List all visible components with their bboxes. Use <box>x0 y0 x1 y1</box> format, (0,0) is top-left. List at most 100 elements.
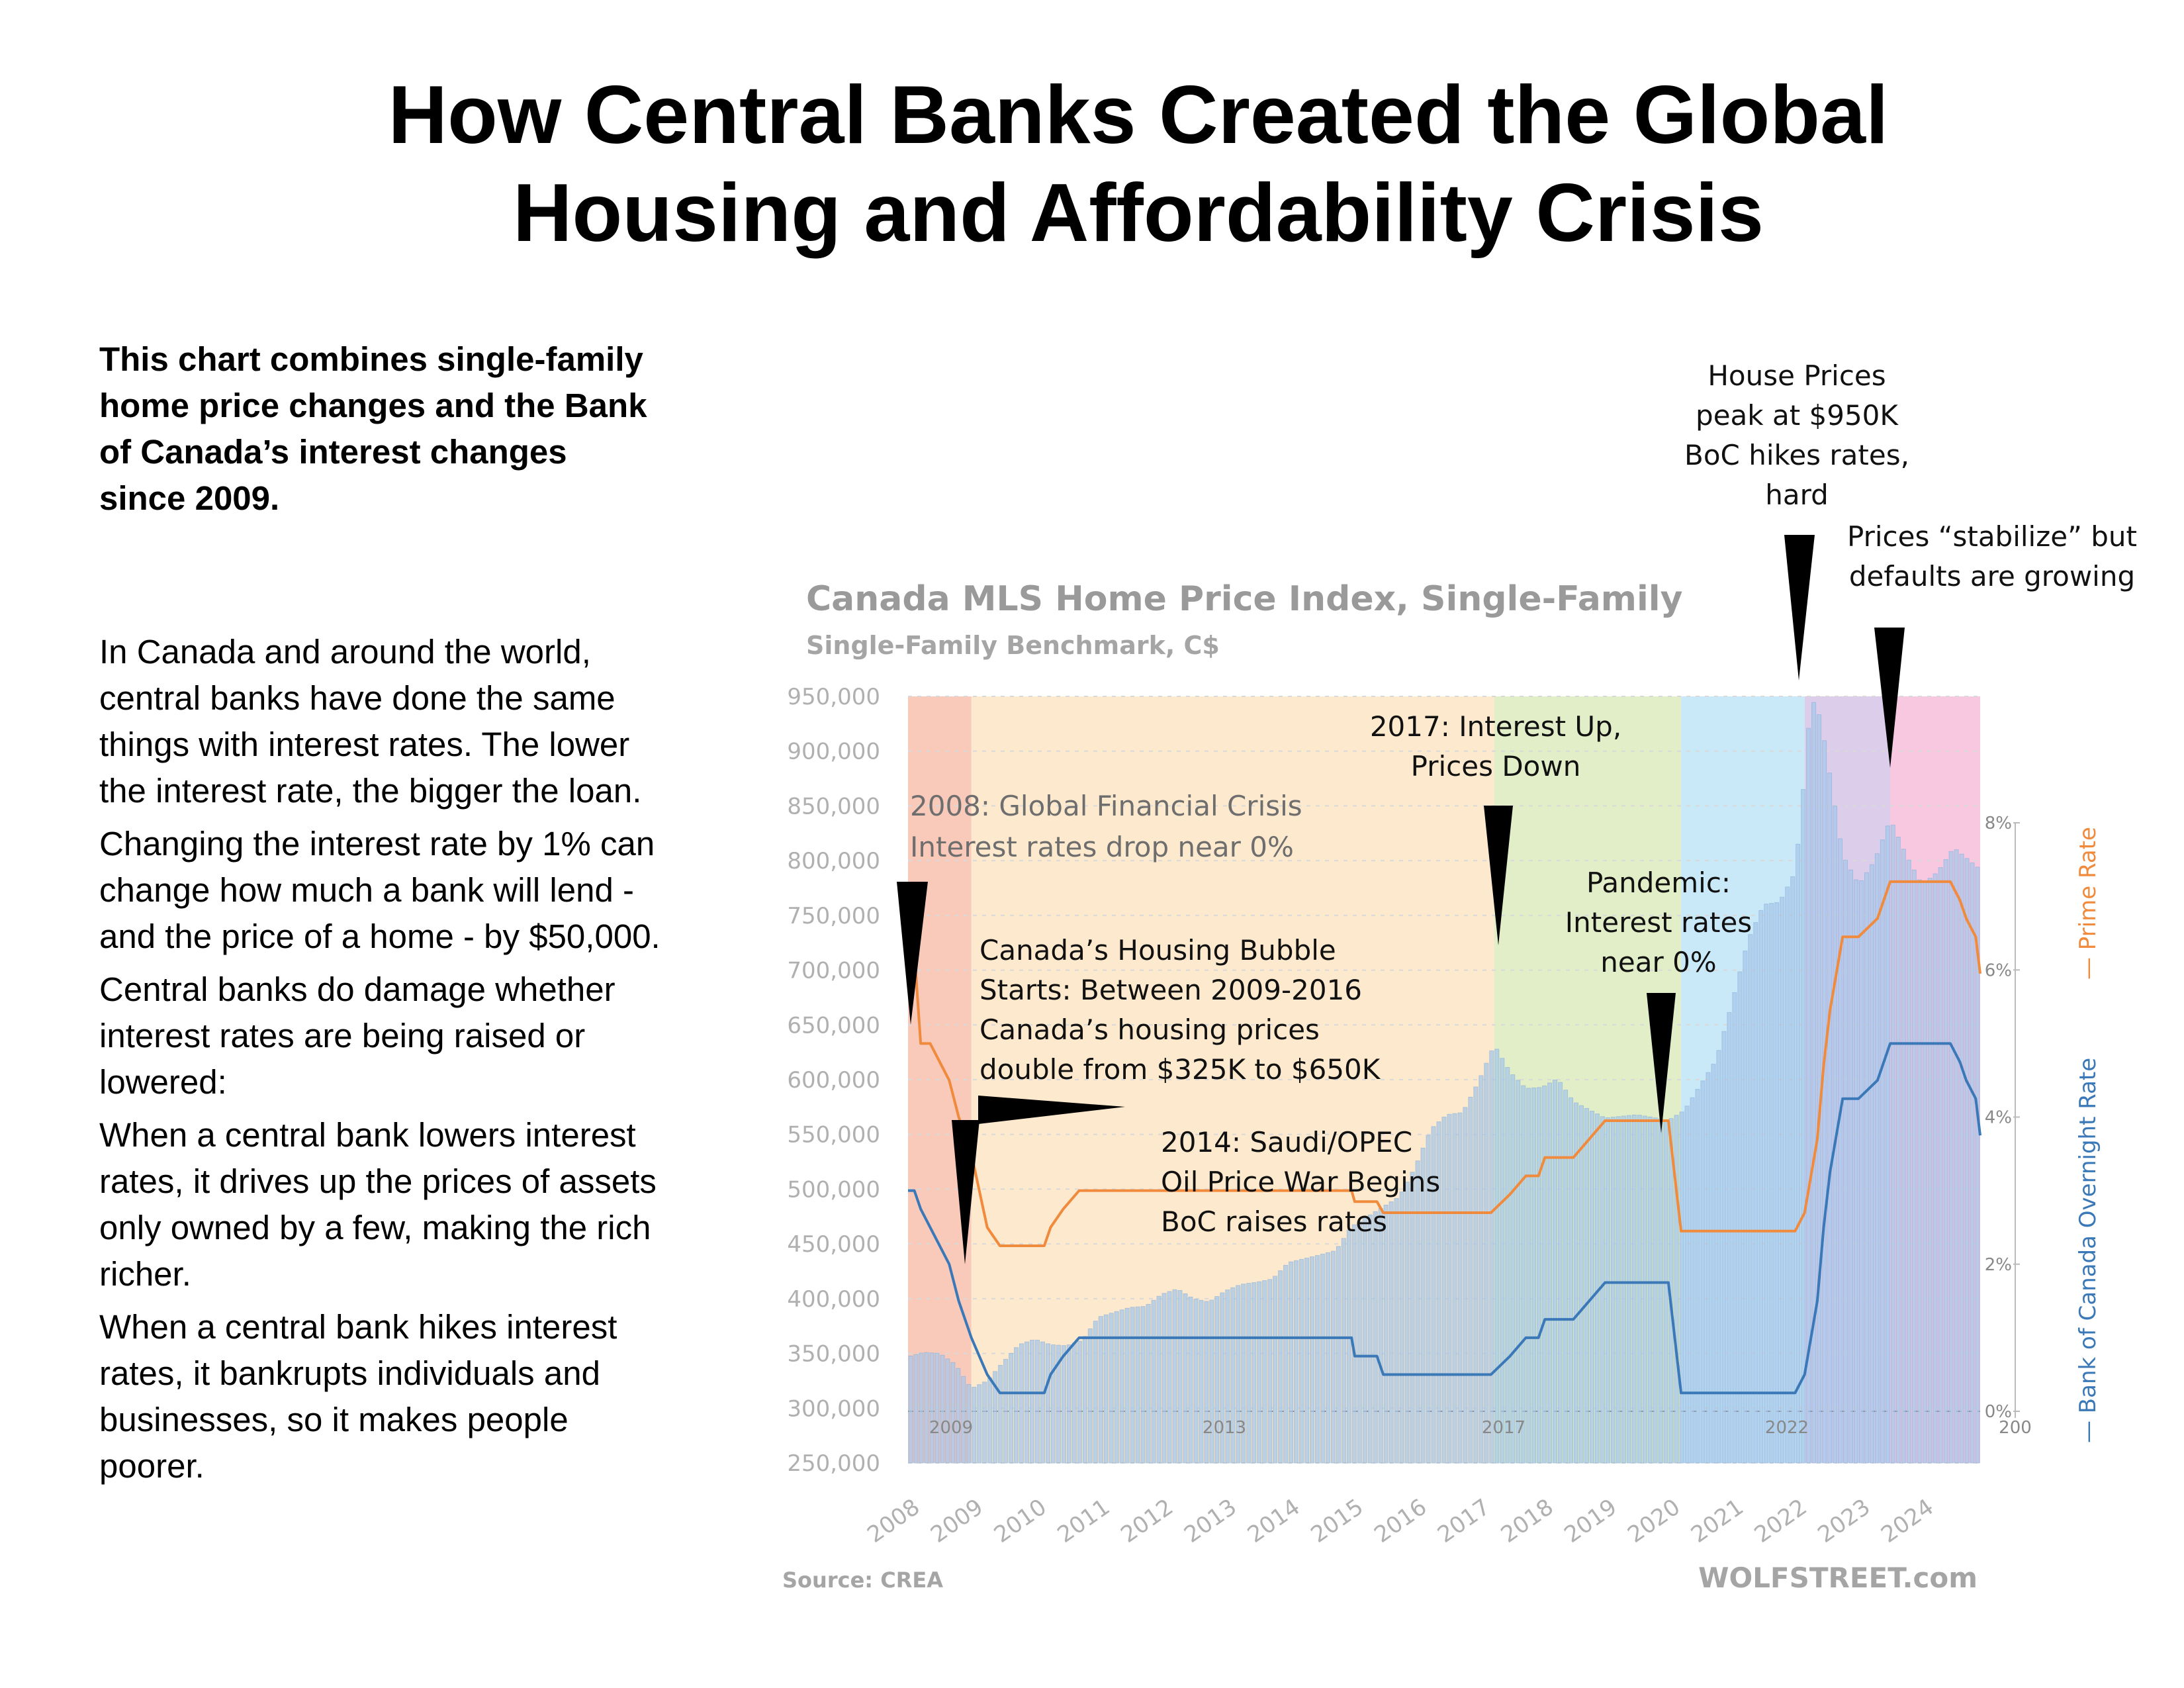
price-bar <box>1890 824 1895 1464</box>
x-tick-label: 2013 <box>1179 1494 1242 1548</box>
price-bar <box>1003 1358 1009 1464</box>
price-bar <box>1737 971 1743 1464</box>
price-bar <box>1658 1118 1663 1464</box>
chart-title: Canada MLS Home Price Index, Single-Fami… <box>806 579 1683 619</box>
price-bar <box>1426 1135 1431 1464</box>
price-bar <box>1357 1221 1362 1464</box>
x-tick-label: 2015 <box>1306 1494 1369 1548</box>
annotation-bubble-line: Starts: Between 2009-2016 <box>979 974 1362 1006</box>
price-bar <box>1410 1172 1415 1464</box>
overnight-rate-line <box>908 1042 1981 1395</box>
price-bar <box>1642 1115 1647 1464</box>
price-bar <box>1172 1289 1177 1464</box>
paragraph: When a central bank lowers interest rate… <box>99 1116 657 1293</box>
paragraph: Changing the interest rate by 1% can cha… <box>99 825 660 955</box>
price-bar <box>1621 1115 1626 1464</box>
price-bar <box>1140 1306 1146 1464</box>
price-bar <box>1780 896 1785 1464</box>
price-bar <box>1600 1116 1605 1464</box>
price-bar <box>1569 1097 1574 1464</box>
price-bar <box>1167 1291 1172 1464</box>
price-bar <box>1383 1204 1388 1464</box>
price-bar <box>1394 1197 1399 1464</box>
price-bar <box>1071 1342 1077 1464</box>
price-bar <box>1388 1201 1394 1464</box>
x-tick-label: 2012 <box>1116 1494 1178 1548</box>
price-bar <box>1743 951 1748 1464</box>
x-tick-label: 2014 <box>1243 1494 1305 1548</box>
price-bar <box>1853 879 1858 1464</box>
annotation-bubble: Canada’s Housing Bubble Starts: Between 2… <box>979 934 1381 1086</box>
pointer-pandemic <box>1647 993 1676 1133</box>
price-bar <box>1542 1085 1547 1464</box>
price-bar <box>1843 859 1848 1464</box>
y-tick-label: 900,000 <box>787 739 880 765</box>
price-bar <box>1838 838 1843 1464</box>
price-bar <box>1970 862 1975 1464</box>
price-bar <box>1066 1344 1071 1464</box>
prime-rate-line <box>908 880 1981 1247</box>
price-bar <box>1241 1284 1246 1464</box>
price-bar <box>1975 867 1980 1464</box>
price-bar <box>1146 1303 1151 1464</box>
price-bar <box>1251 1282 1257 1464</box>
price-bar <box>1822 740 1827 1464</box>
annotation-bubble-line: Canada’s housing prices <box>979 1013 1320 1046</box>
x-tick-label: 2020 <box>1623 1494 1685 1548</box>
price-bar <box>1547 1082 1553 1464</box>
price-bar <box>913 1354 919 1464</box>
price-bar <box>1188 1296 1193 1464</box>
price-bar <box>1267 1279 1273 1464</box>
price-bar <box>1748 934 1753 1464</box>
watermark: WOLFSTREET.com <box>1698 1562 1978 1594</box>
price-bar <box>1964 858 1970 1464</box>
annotation-price-peak-line: House Prices <box>1707 359 1886 392</box>
pointer-stabilize <box>1874 628 1905 768</box>
y-tick-label: 700,000 <box>787 958 880 984</box>
x-tick-label: 2016 <box>1369 1494 1432 1548</box>
annotation-oil-war: 2014: Saudi/OPEC Oil Price War Begins BoC … <box>1161 1126 1440 1238</box>
price-bar <box>972 1387 977 1464</box>
annotations: 2008: Global Financial Crisis Interest ra… <box>897 359 2137 1264</box>
annotation-stabilize-line: Prices “stabilize” but <box>1847 520 2137 553</box>
price-bar <box>966 1383 972 1464</box>
price-bar <box>1225 1289 1230 1464</box>
page-title-line-2: Housing and Affordability Crisis <box>513 167 1764 259</box>
price-bar <box>1236 1285 1241 1464</box>
price-bar <box>1346 1230 1351 1464</box>
price-bar <box>977 1384 982 1464</box>
x-tick-label: 2017 <box>1433 1494 1495 1548</box>
price-bar <box>1019 1343 1024 1464</box>
annotation-pandemic-line: Interest rates <box>1565 906 1752 939</box>
y-tick-label: 450,000 <box>787 1231 880 1258</box>
y-tick-label: 950,000 <box>787 684 880 710</box>
price-bar <box>1014 1347 1019 1464</box>
annotation-price-peak-line: hard <box>1765 479 1829 511</box>
annotation-gfc: 2008: Global Financial Crisis Interest ra… <box>910 790 1302 863</box>
page-title: How Central Banks Created the Global Hou… <box>199 66 2078 262</box>
price-bar <box>1030 1339 1035 1464</box>
price-bar <box>1758 910 1764 1464</box>
price-bar <box>1610 1117 1615 1464</box>
price-bar <box>1801 789 1806 1464</box>
annotation-2017-line: Prices Down <box>1411 750 1581 782</box>
x-tick-label: 2009 <box>926 1494 988 1548</box>
price-bar <box>1663 1119 1668 1464</box>
pointer-bubble <box>978 1096 1125 1124</box>
price-bar <box>1674 1115 1679 1464</box>
price-bar <box>1378 1207 1383 1464</box>
price-bar <box>1362 1217 1367 1464</box>
price-bar <box>1558 1082 1563 1464</box>
price-bar <box>1637 1115 1642 1464</box>
price-bar <box>1161 1293 1167 1464</box>
price-bar <box>1811 702 1817 1464</box>
price-bar <box>993 1371 998 1464</box>
page-title-line-1: How Central Banks Created the Global <box>388 70 1889 161</box>
price-bar <box>1954 849 1959 1464</box>
annotation-pandemic-line: Pandemic: <box>1586 867 1731 899</box>
price-bar <box>1615 1116 1621 1464</box>
price-bar <box>1864 872 1869 1464</box>
price-bar <box>1721 1031 1727 1464</box>
price-bar <box>1796 843 1801 1464</box>
price-bar <box>1959 853 1964 1464</box>
